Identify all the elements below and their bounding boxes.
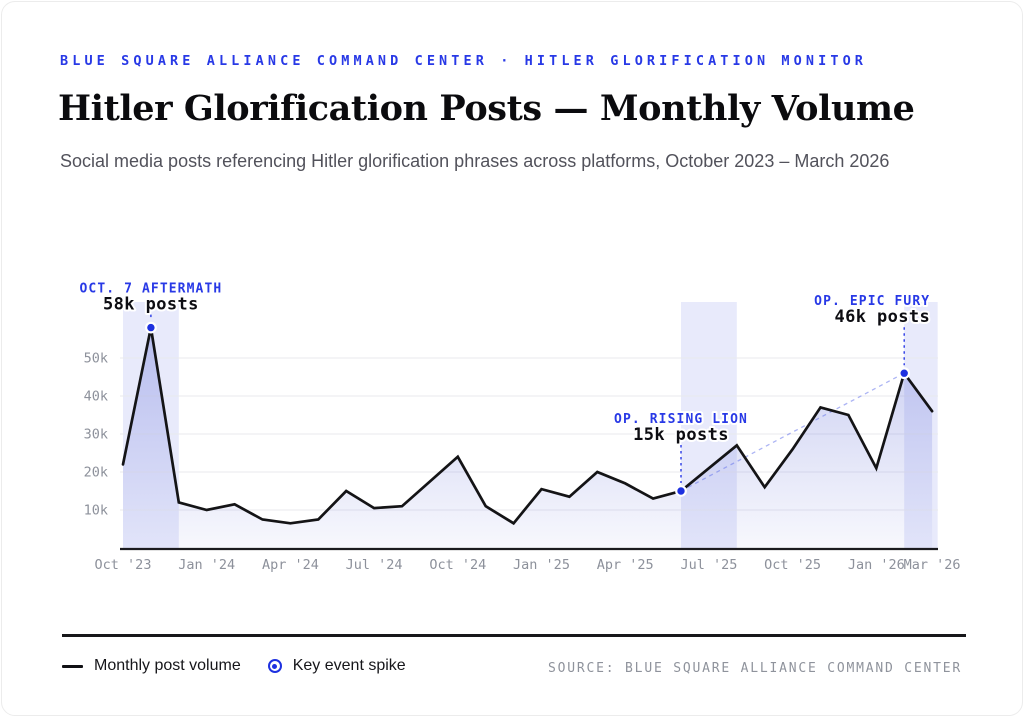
event-spike-dot [144,321,157,334]
chart-line [121,327,934,526]
subtitle: Social media posts referencing Hitler gl… [60,151,890,171]
event-spike-dot [675,485,687,497]
event-label: OP. RISING LION [614,412,748,427]
chart-legend: Monthly post volume Key event spike [62,657,406,675]
event-value-label: 46k posts [834,307,930,327]
x-tick-label: Mar '26 [904,557,961,573]
x-tick-label: Oct '25 [764,557,821,573]
x-tick-label: Oct '23 [95,557,152,573]
source-credit: SOURCE: BLUE SQUARE ALLIANCE COMMAND CEN… [548,661,962,676]
x-tick-label: Apr '25 [597,557,654,573]
page-title: Hitler Glorification Posts — Monthly Vol… [58,88,915,129]
line-swatch-icon [62,664,83,668]
x-tick-label: Oct '24 [429,557,486,573]
x-tick-label: Apr '24 [262,557,319,573]
x-tick-label: Jul '25 [680,557,737,573]
trend-line [680,372,905,492]
kicker: BLUE SQUARE ALLIANCE COMMAND CENTER · HI… [60,53,868,69]
event-value-label: 15k posts [633,425,729,445]
x-tick-label: Jul '24 [346,557,403,573]
legend-item-key-event-spike: Key event spike [267,657,406,675]
y-tick-label: 40k [84,389,108,405]
x-tick-label: Jan '26 [848,557,905,573]
event-spike-dot [898,367,911,380]
event-label: OCT. 7 AFTERMATH [79,282,222,297]
legend-spike-label: Key event spike [292,657,406,674]
footer-divider [62,634,966,637]
x-tick-label: Jan '24 [178,557,235,573]
event-spike-dot-icon [267,659,282,673]
legend-line-label: Monthly post volume [94,657,241,674]
y-tick-label: 50k [84,351,108,367]
legend-item-monthly-volume: Monthly post volume [62,657,241,675]
y-tick-label: 10k [84,503,108,519]
event-value-label: 58k posts [103,295,199,315]
event-label: OP. EPIC FURY [814,294,930,309]
x-tick-label: Jan '25 [513,557,570,573]
y-tick-label: 20k [84,465,108,481]
chart-area-fill [123,327,933,548]
y-tick-label: 30k [84,427,108,443]
